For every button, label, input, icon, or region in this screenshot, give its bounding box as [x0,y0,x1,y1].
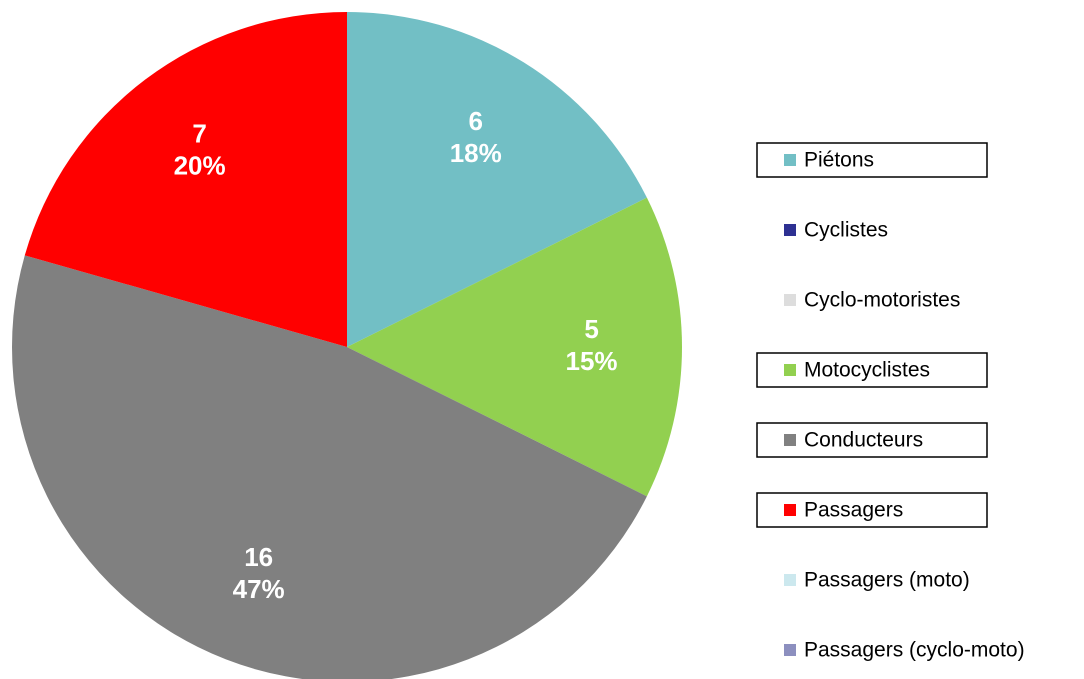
legend-label: Cyclo-motoristes [804,289,960,312]
legend-box [756,422,988,458]
percent-label: 20% [174,151,226,181]
legend-label: Piétons [804,149,874,172]
pie-slice [24,12,347,347]
legend-swatch [784,294,796,306]
legend-box [756,352,988,388]
legend-label: Passagers (cyclo-moto) [804,639,1025,662]
legend-box [756,492,988,528]
legend-swatch [784,364,796,376]
pie-slice [12,255,647,679]
legend-box [756,142,988,178]
pie-slice [347,197,682,497]
legend-label: Conducteurs [804,429,923,452]
legend-swatch [784,574,796,586]
data-label: 5 [584,314,598,344]
legend-label: Passagers [804,499,903,522]
legend-label: Cyclistes [804,219,888,242]
legend-swatch [784,434,796,446]
data-label: 16 [244,542,273,572]
legend-label: Passagers (moto) [804,569,970,592]
legend-label: Motocyclistes [804,359,930,382]
data-label: 7 [192,119,206,149]
legend-swatch [784,154,796,166]
legend-swatch [784,224,796,236]
legend-swatch [784,504,796,516]
pie-slice [347,12,647,347]
legend-swatch [784,644,796,656]
percent-label: 47% [233,574,285,604]
data-label: 6 [469,106,483,136]
percent-label: 15% [566,346,618,376]
percent-label: 18% [450,138,502,168]
